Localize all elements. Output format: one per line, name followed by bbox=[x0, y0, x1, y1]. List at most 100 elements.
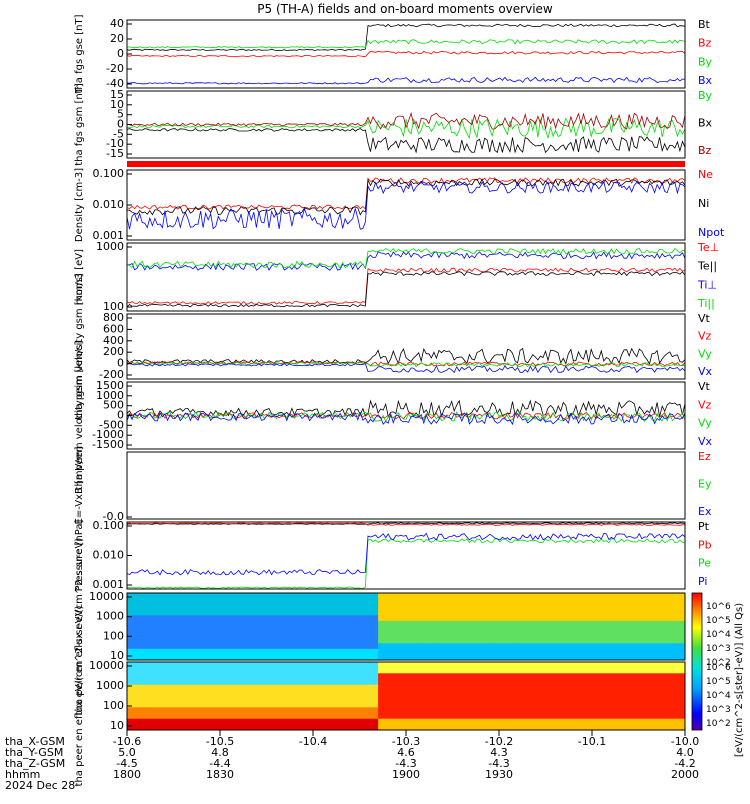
spectrogram-cell bbox=[503, 648, 519, 655]
spectrogram-cell bbox=[433, 724, 449, 731]
legend-label: Bt bbox=[698, 18, 711, 31]
spectrogram-cell bbox=[364, 626, 379, 633]
y-tick-label: 5 bbox=[117, 108, 124, 121]
spectrogram-cell bbox=[238, 643, 253, 650]
spectrogram-cell bbox=[364, 724, 379, 731]
y-tick-label: 10 bbox=[110, 649, 124, 662]
spectrogram-cell bbox=[559, 615, 574, 622]
spectrogram-cell bbox=[224, 632, 239, 639]
spectrogram-cell bbox=[419, 718, 435, 725]
spectrogram-cell bbox=[433, 684, 449, 691]
spectrogram-cell bbox=[238, 620, 253, 627]
spectrogram-cell bbox=[406, 593, 421, 600]
y-tick-label: 0 bbox=[117, 357, 124, 370]
series-line-ne bbox=[126, 177, 686, 210]
spectrogram-cell bbox=[238, 609, 253, 616]
spectrogram-cell bbox=[587, 643, 602, 650]
y-tick-label: -10 bbox=[106, 137, 124, 150]
spectrogram-cell bbox=[671, 701, 686, 708]
spectrogram-cell bbox=[154, 707, 170, 714]
spectrogram-cell bbox=[168, 626, 184, 633]
spectrogram-cell bbox=[364, 690, 379, 697]
spectrogram-cell bbox=[587, 620, 602, 627]
spectrogram-cell bbox=[517, 626, 532, 633]
spectrogram-cell bbox=[308, 604, 323, 611]
spectrogram-cell bbox=[433, 696, 449, 703]
spectrogram-cell bbox=[238, 648, 253, 655]
spectrogram-cell bbox=[629, 637, 644, 644]
spectrogram-cell bbox=[657, 673, 672, 680]
spectrogram-cell bbox=[503, 632, 519, 639]
spectrogram-cell bbox=[671, 615, 686, 622]
spectrogram-cell bbox=[531, 662, 546, 669]
spectrogram-cell bbox=[517, 615, 532, 622]
spectrogram-cell bbox=[280, 632, 295, 639]
spectrogram-cell bbox=[266, 620, 281, 627]
spectrogram-cell bbox=[350, 654, 365, 661]
spectrogram-cell bbox=[322, 696, 337, 703]
legend-label: Ni bbox=[698, 197, 709, 210]
spectrogram-cell bbox=[657, 696, 672, 703]
spectrogram-cell bbox=[615, 615, 630, 622]
spectrogram-cell bbox=[461, 643, 477, 650]
series-line-pb bbox=[126, 522, 686, 526]
spectrogram-cell bbox=[517, 724, 532, 731]
spectrogram-cell bbox=[657, 690, 672, 697]
spectrogram-cell bbox=[168, 654, 184, 661]
spectrogram-cell bbox=[503, 620, 519, 627]
spectrogram-cell bbox=[392, 718, 407, 725]
spectrogram-cell bbox=[252, 696, 267, 703]
spectrogram-cell bbox=[489, 609, 505, 616]
spectrogram-cell bbox=[657, 707, 672, 714]
legend-label: Vy bbox=[698, 347, 712, 360]
series-line-bx bbox=[126, 128, 686, 154]
spectrogram-cell bbox=[350, 604, 365, 611]
spectrogram-cell bbox=[517, 679, 532, 686]
spectrogram-cell bbox=[489, 718, 505, 725]
spectrogram-cell bbox=[182, 679, 198, 686]
spectrogram-cell bbox=[657, 679, 672, 686]
colorbar-label: [eV/(cm^2-s[ster]-eV)] (All Qs) bbox=[734, 603, 745, 757]
spectrogram-cell bbox=[643, 684, 658, 691]
spectrogram-cell bbox=[322, 679, 337, 686]
spectrogram-cell bbox=[364, 684, 379, 691]
spectrogram-cell bbox=[406, 713, 421, 720]
spectrogram-cell bbox=[127, 648, 142, 655]
spectrogram-cell bbox=[419, 654, 435, 661]
spectrogram-cell bbox=[615, 718, 630, 725]
spectrogram-cell bbox=[168, 690, 184, 697]
spectrogram-cell bbox=[294, 615, 309, 622]
spectrogram-cell bbox=[196, 604, 212, 611]
spectrogram-cell bbox=[559, 598, 574, 605]
spectrogram-cell bbox=[601, 643, 616, 650]
spectrogram-cell bbox=[615, 632, 630, 639]
y-axis-label: tha fgs gsm [nT] bbox=[74, 83, 85, 166]
spectrogram-cell bbox=[252, 632, 267, 639]
spectrogram-cell bbox=[503, 684, 519, 691]
spectrogram-cell bbox=[559, 690, 574, 697]
spectrogram-cell bbox=[182, 593, 198, 600]
spectrogram-cell bbox=[210, 667, 226, 674]
spectrogram-cell bbox=[238, 637, 253, 644]
spectrogram-cell bbox=[308, 654, 323, 661]
footer-value: -10.2 bbox=[485, 735, 513, 748]
spectrogram-cell bbox=[238, 724, 253, 731]
spectrogram-cell bbox=[615, 598, 630, 605]
spectrogram-cell bbox=[587, 673, 602, 680]
spectrogram-cell bbox=[336, 662, 351, 669]
spectrogram-cell bbox=[489, 662, 505, 669]
spectrogram-cell bbox=[196, 718, 212, 725]
spectrogram-cell bbox=[587, 724, 602, 731]
spectrogram-cell bbox=[280, 593, 295, 600]
spectrogram-cell bbox=[140, 679, 156, 686]
spectrogram-cell bbox=[294, 724, 309, 731]
spectrogram-cell bbox=[559, 643, 574, 650]
spectrogram-cell bbox=[154, 690, 170, 697]
spectrogram-cell bbox=[336, 684, 351, 691]
spectrogram-cell bbox=[461, 707, 477, 714]
spectrogram-cell bbox=[475, 593, 491, 600]
series-line-bz bbox=[126, 111, 686, 130]
y-axis-label: tha fgs gse [nT] bbox=[74, 14, 85, 93]
spectrogram-cell bbox=[336, 679, 351, 686]
